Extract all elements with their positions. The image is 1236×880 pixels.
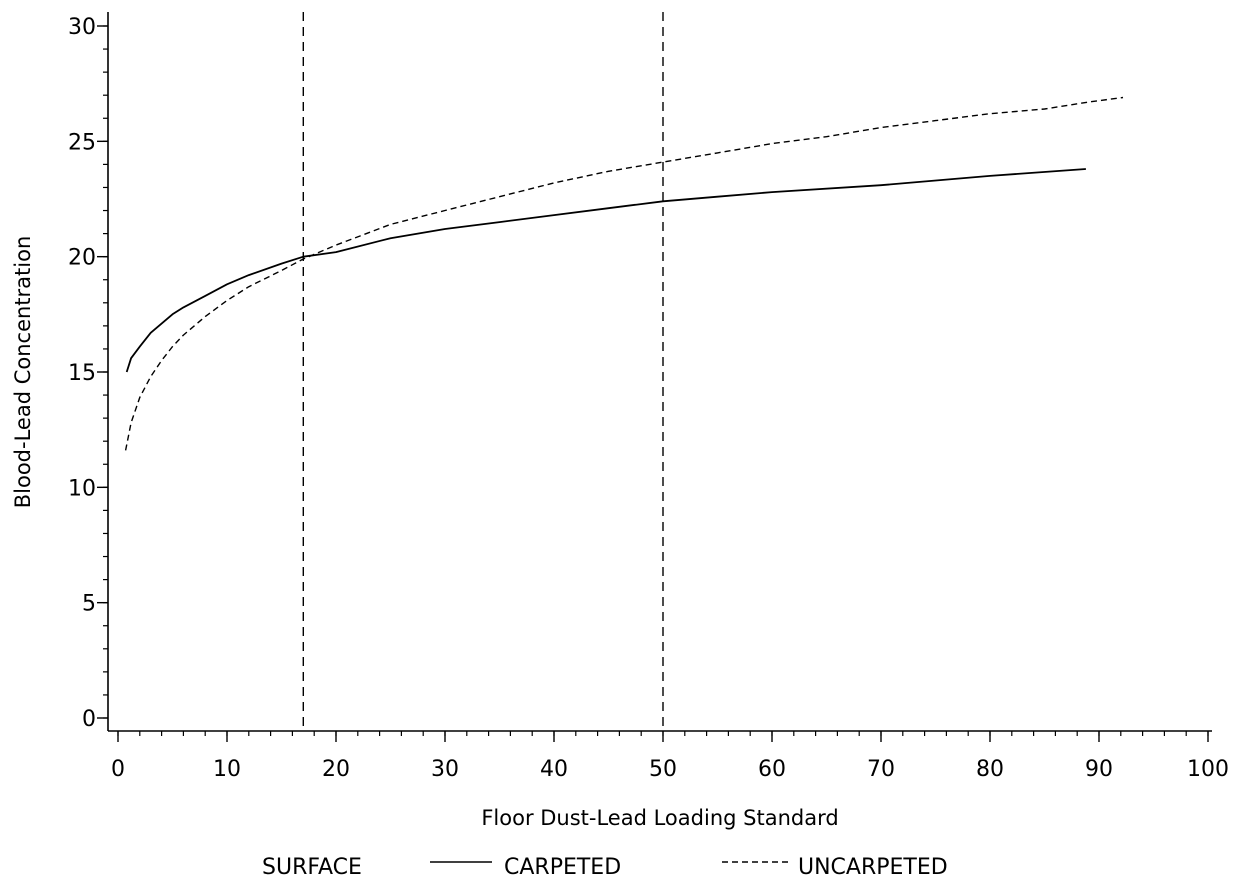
x-tick-label: 90 xyxy=(1085,757,1113,782)
x-tick-label: 10 xyxy=(213,757,241,782)
series-line-uncarpeted xyxy=(124,96,1124,451)
y-tick-label: 25 xyxy=(68,130,96,155)
reference-lines xyxy=(302,12,664,731)
x-axis-label: Floor Dust-Lead Loading Standard xyxy=(481,806,838,830)
y-axis-label: Blood-Lead Concentration xyxy=(11,236,35,509)
x-tick-label: 20 xyxy=(322,757,350,782)
legend-title: SURFACE xyxy=(262,855,362,880)
series-layer xyxy=(124,96,1124,451)
y-tick-label: 5 xyxy=(82,592,96,617)
legend: SURFACE CARPETED UNCARPETED xyxy=(262,855,948,880)
legend-label-uncarpeted: UNCARPETED xyxy=(798,855,948,880)
y-tick-label: 0 xyxy=(82,707,96,732)
x-tick-label: 100 xyxy=(1187,757,1229,782)
x-tick-label: 60 xyxy=(758,757,786,782)
x-tick-label: 40 xyxy=(540,757,568,782)
y-tick-label: 10 xyxy=(68,476,96,501)
x-tick-label: 30 xyxy=(431,757,459,782)
axes: 0 10 20 30 40 50 60 70 80 90 100 0 5 10 15 20 25 30 xyxy=(68,12,1229,782)
x-tick-label: 70 xyxy=(867,757,895,782)
y-tick-label: 30 xyxy=(68,15,96,40)
x-tick-label: 50 xyxy=(649,757,677,782)
y-tick-label: 20 xyxy=(68,246,96,271)
x-tick-label: 80 xyxy=(976,757,1004,782)
legend-label-carpeted: CARPETED xyxy=(504,855,621,880)
y-tick-label: 15 xyxy=(68,361,96,386)
x-tick-label: 0 xyxy=(111,757,125,782)
series-line-carpeted xyxy=(125,168,1086,373)
